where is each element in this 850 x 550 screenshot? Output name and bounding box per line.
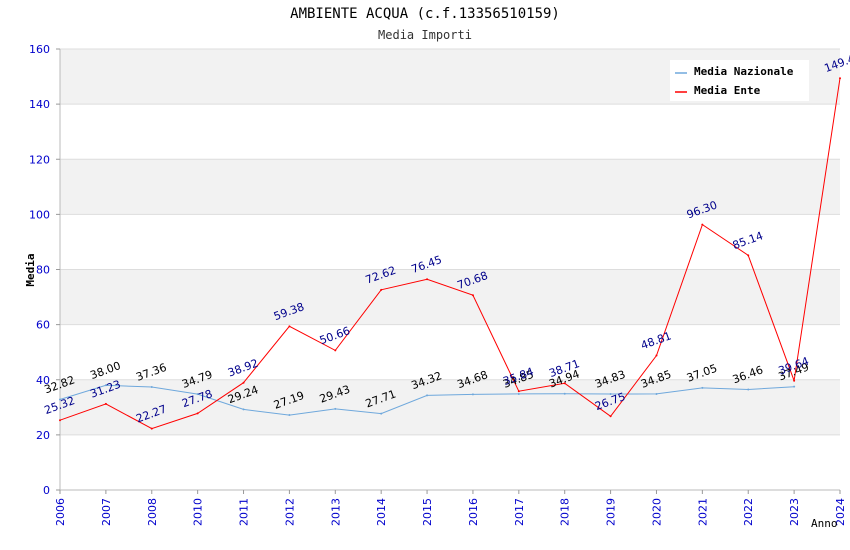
data-point	[609, 415, 612, 418]
x-tick-label: 2023	[788, 498, 801, 526]
legend: Media Nazionale Media Ente	[670, 60, 809, 101]
x-tick-label: 2015	[421, 498, 434, 526]
data-point	[59, 419, 61, 422]
y-tick-label: 100	[29, 208, 50, 221]
plot-band	[60, 214, 840, 270]
x-tick-label: 2010	[192, 498, 205, 526]
data-point	[793, 379, 796, 382]
data-point	[701, 223, 704, 226]
data-point	[471, 393, 474, 396]
y-axis-ticks: 0 20 40 60 80 100 120 140 160	[29, 43, 60, 497]
data-point	[793, 385, 796, 388]
data-point	[426, 278, 429, 281]
x-tick-label: 2024	[834, 498, 847, 526]
plot-band	[60, 269, 840, 325]
data-point	[609, 392, 612, 395]
x-tick-label: 2017	[513, 498, 526, 526]
y-tick-label: 60	[36, 319, 50, 332]
plot-band	[60, 434, 840, 490]
data-point	[701, 386, 704, 389]
y-tick-label: 160	[29, 43, 50, 56]
data-point	[426, 394, 429, 397]
x-tick-label: 2016	[467, 498, 480, 526]
plot-band	[60, 104, 840, 160]
data-point	[380, 288, 383, 291]
data-point	[747, 388, 750, 391]
plot-band	[60, 159, 840, 215]
data-point	[839, 77, 841, 80]
data-point	[334, 349, 337, 352]
data-point	[655, 392, 658, 395]
x-axis-ticks: 2006 2007 2008 2010 2011 2012 2013 2014 2015 2016…	[54, 490, 847, 526]
data-point	[380, 412, 383, 415]
x-tick-label: 2019	[605, 498, 618, 526]
x-tick-label: 2014	[375, 498, 388, 526]
legend-box	[670, 60, 809, 101]
data-point	[196, 393, 199, 396]
data-point	[288, 414, 291, 417]
data-point	[563, 392, 566, 395]
y-tick-label: 0	[43, 484, 50, 497]
legend-label-media-ente: Media Ente	[694, 84, 761, 97]
x-tick-label: 2011	[238, 498, 251, 526]
y-axis-label: Media	[24, 253, 37, 286]
data-point	[242, 381, 245, 384]
chart-title: AMBIENTE ACQUA (c.f.13356510159)	[290, 6, 560, 22]
plot-band	[60, 324, 840, 380]
x-tick-label: 2013	[329, 498, 342, 526]
data-point	[288, 325, 291, 328]
x-tick-label: 2018	[559, 498, 572, 526]
x-tick-label: 2008	[146, 498, 159, 526]
data-point	[517, 392, 520, 395]
data-point	[150, 427, 153, 430]
data-point	[517, 390, 520, 393]
data-point	[104, 384, 107, 387]
x-tick-label: 2021	[696, 498, 709, 526]
x-axis-label: Anno	[811, 517, 838, 530]
plot-band	[60, 379, 840, 435]
series-line-media-ente	[59, 78, 841, 430]
data-point	[334, 407, 337, 410]
legend-label-media-nazionale: Media Nazionale	[694, 65, 794, 78]
data-point	[471, 294, 474, 297]
x-tick-label: 2006	[54, 498, 67, 526]
data-point	[150, 386, 153, 389]
data-point	[104, 402, 107, 405]
data-point	[655, 354, 658, 357]
plot-bands	[60, 49, 840, 490]
y-tick-label: 20	[36, 429, 50, 442]
x-tick-label: 2022	[742, 498, 755, 526]
x-tick-label: 2012	[283, 498, 296, 526]
y-tick-label: 80	[36, 264, 50, 277]
y-tick-label: 40	[36, 374, 50, 387]
y-tick-label: 140	[29, 98, 50, 111]
data-point	[242, 408, 245, 411]
chart-subtitle: Media Importi	[378, 28, 472, 42]
data-point	[747, 254, 750, 257]
data-point	[196, 412, 199, 415]
data-point	[59, 398, 61, 401]
x-tick-label: 2020	[650, 498, 663, 526]
data-point	[563, 382, 566, 385]
x-tick-label: 2007	[100, 498, 113, 526]
y-tick-label: 120	[29, 153, 50, 166]
data-series	[59, 77, 841, 430]
